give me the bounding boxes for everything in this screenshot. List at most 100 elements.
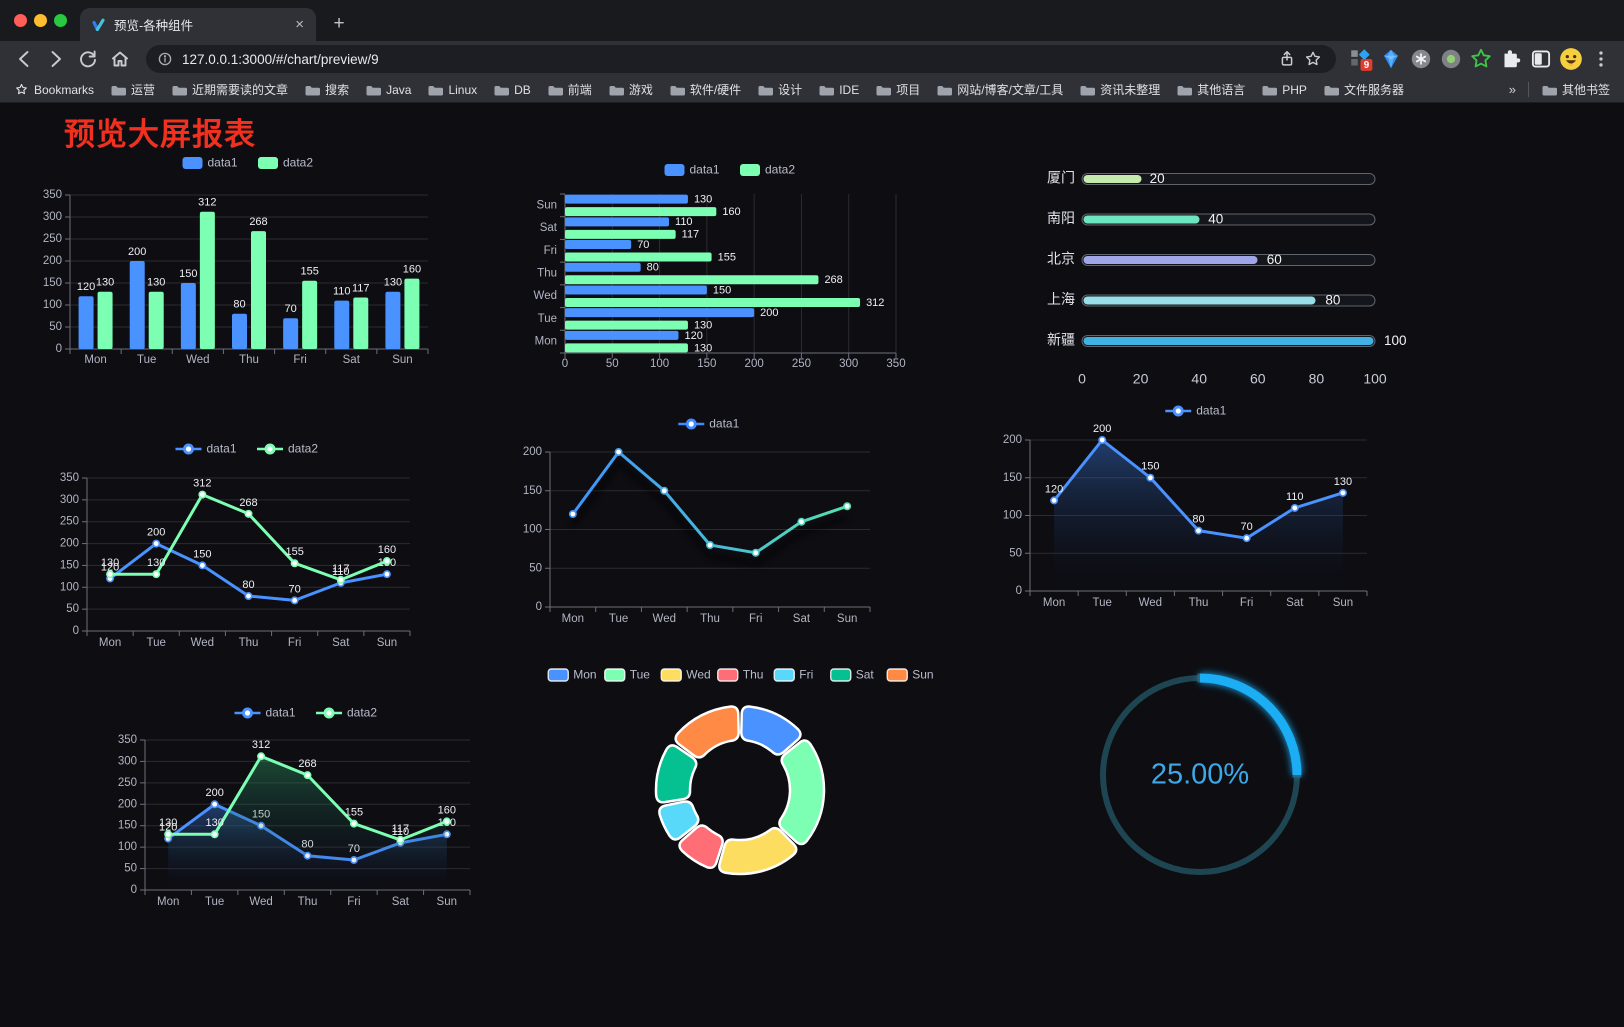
svg-text:100: 100 — [118, 841, 137, 853]
back-icon — [19, 51, 29, 67]
svg-text:data1: data1 — [208, 156, 238, 170]
svg-text:100: 100 — [1363, 371, 1387, 387]
svg-text:0: 0 — [536, 601, 542, 613]
folder-icon — [1177, 85, 1193, 95]
toolbar: 127.0.0.1:3000/#/chart/preview/9 9 — [0, 41, 1624, 77]
bookmark-item[interactable]: 资讯未整理 — [1079, 81, 1160, 98]
svg-text:200: 200 — [128, 246, 146, 258]
svg-text:60: 60 — [1267, 252, 1282, 267]
reload-icon — [80, 50, 96, 68]
chart-two-area[interactable]: data1 data2 0 50 100 150 200 250 300 350 Mon Tue Wed… — [85, 703, 495, 953]
svg-text:155: 155 — [345, 806, 363, 818]
bookmark-item[interactable]: 近期需要读的文章 — [171, 81, 288, 98]
chart-horizontal-bar[interactable]: data1 data2 0 50 100 150 200 250 300 350 Sun 130 160… — [505, 148, 910, 388]
svg-text:100: 100 — [1384, 333, 1407, 348]
svg-text:155: 155 — [300, 266, 318, 278]
bookmark-item[interactable]: 文件服务器 — [1323, 81, 1404, 98]
svg-text:268: 268 — [298, 758, 316, 770]
bookmark-item[interactable]: 网站/博客/文章/工具 — [936, 81, 1063, 98]
extension-gem-button[interactable] — [1378, 46, 1404, 72]
side-panel-icon — [1531, 50, 1551, 68]
site-info-icon[interactable] — [156, 50, 174, 68]
bookmark-item[interactable]: 搜索 — [304, 81, 349, 98]
chart-gradient-line[interactable]: data1 0 50 100 150 200 Mon Tue Wed Thu Fri Sat Sun — [505, 413, 905, 653]
browser-tab[interactable]: 预览-各种组件 × — [80, 8, 316, 41]
chart-grouped-bar[interactable]: data1 data2 0 50 100 150 200 250 300 350 Mon Tue Wed… — [30, 147, 460, 387]
svg-text:150: 150 — [1141, 461, 1159, 473]
svg-text:268: 268 — [249, 216, 267, 228]
menu-button[interactable] — [1588, 46, 1614, 72]
bookmark-item[interactable]: Java — [365, 83, 411, 97]
extension-dot-button[interactable] — [1438, 46, 1464, 72]
bookmark-item[interactable]: Linux — [427, 83, 477, 97]
close-window-button[interactable] — [14, 14, 27, 27]
bookmarks-overflow-chevron[interactable]: » — [1508, 82, 1516, 97]
bookmarks-root[interactable]: Bookmarks — [14, 82, 94, 97]
bookmark-item[interactable]: 运营 — [110, 81, 155, 98]
svg-text:200: 200 — [43, 255, 62, 267]
side-panel-button[interactable] — [1528, 46, 1554, 72]
svg-text:60: 60 — [1250, 371, 1266, 387]
new-tab-button[interactable]: + — [333, 13, 345, 34]
extension-snowflake-button[interactable] — [1408, 46, 1434, 72]
bookmark-item[interactable]: 设计 — [757, 81, 802, 98]
chart-progress-bars[interactable]: 厦门 20 南阳 40 北京 60 上海 80 新疆 100 0 20 40 60 80 100 — [985, 148, 1420, 393]
svg-text:80: 80 — [647, 262, 659, 274]
bookmark-item[interactable]: 其他语言 — [1176, 81, 1245, 98]
svg-text:150: 150 — [118, 820, 137, 832]
bookmark-item[interactable]: IDE — [818, 83, 859, 97]
svg-text:100: 100 — [60, 581, 79, 593]
chart-donut[interactable]: Mon Tue Wed Thu Fri Sat Sun — [545, 643, 935, 903]
reload-button[interactable] — [74, 45, 102, 73]
svg-text:80: 80 — [1309, 371, 1325, 387]
extension-downloader-button[interactable]: 9 — [1348, 46, 1374, 72]
svg-text:120: 120 — [1045, 483, 1063, 495]
svg-text:130: 130 — [694, 320, 712, 332]
svg-text:Wed: Wed — [249, 896, 272, 908]
bookmark-page-button[interactable] — [1300, 46, 1326, 72]
fullscreen-window-button[interactable] — [54, 14, 67, 27]
home-button[interactable] — [106, 45, 134, 73]
svg-text:200: 200 — [1093, 423, 1111, 435]
url-text[interactable]: 127.0.0.1:3000/#/chart/preview/9 — [182, 51, 379, 67]
bookmark-item[interactable]: 前端 — [547, 81, 592, 98]
folder-icon — [876, 85, 892, 95]
svg-text:350: 350 — [43, 189, 62, 201]
forward-button[interactable] — [42, 45, 70, 73]
svg-text:Mon: Mon — [562, 613, 584, 625]
share-button[interactable] — [1274, 46, 1300, 72]
kebab-menu-icon — [1599, 51, 1603, 67]
tab-close-icon[interactable]: × — [295, 16, 304, 33]
bookmark-item[interactable]: DB — [493, 83, 531, 97]
svg-text:70: 70 — [1241, 521, 1253, 533]
svg-text:Wed: Wed — [653, 613, 676, 625]
bookmark-item[interactable]: 软件/硬件 — [669, 81, 741, 98]
svg-text:50: 50 — [124, 863, 137, 875]
svg-text:0: 0 — [1078, 371, 1086, 387]
bookmarks-separator — [1527, 82, 1529, 97]
profile-avatar[interactable] — [1558, 46, 1584, 72]
chart-single-area[interactable]: data1 0 50 100 150 200 Mon Tue Wed Thu Fri Sat Sun 12… — [975, 388, 1375, 623]
page-title: 预览大屏报表 — [64, 117, 256, 152]
chart-gauge[interactable]: 25.00% — [1085, 658, 1315, 893]
svg-text:南阳: 南阳 — [1047, 210, 1075, 226]
other-bookmarks[interactable]: 其他书签 — [1541, 81, 1610, 98]
svg-text:200: 200 — [745, 358, 764, 370]
svg-text:Sat: Sat — [856, 668, 875, 682]
window-controls — [14, 14, 67, 27]
bookmark-label: 项目 — [896, 83, 921, 97]
svg-text:Thu: Thu — [1189, 597, 1209, 609]
svg-text:Tue: Tue — [137, 354, 156, 366]
back-button[interactable] — [10, 45, 38, 73]
bookmark-item[interactable]: PHP — [1261, 83, 1307, 97]
extension-star-button[interactable] — [1468, 46, 1494, 72]
minimize-window-button[interactable] — [34, 14, 47, 27]
bookmark-item[interactable]: 游戏 — [608, 81, 653, 98]
address-bar[interactable]: 127.0.0.1:3000/#/chart/preview/9 — [146, 45, 1336, 73]
chart-two-line[interactable]: data1 data2 0 50 100 150 200 250 300 350 Mon Tue Wed… — [30, 425, 450, 670]
svg-text:data2: data2 — [283, 156, 313, 170]
bookmark-item[interactable]: 项目 — [875, 81, 920, 98]
folder-icon — [172, 85, 188, 95]
extensions-button[interactable] — [1498, 46, 1524, 72]
svg-text:Sun: Sun — [392, 354, 412, 366]
